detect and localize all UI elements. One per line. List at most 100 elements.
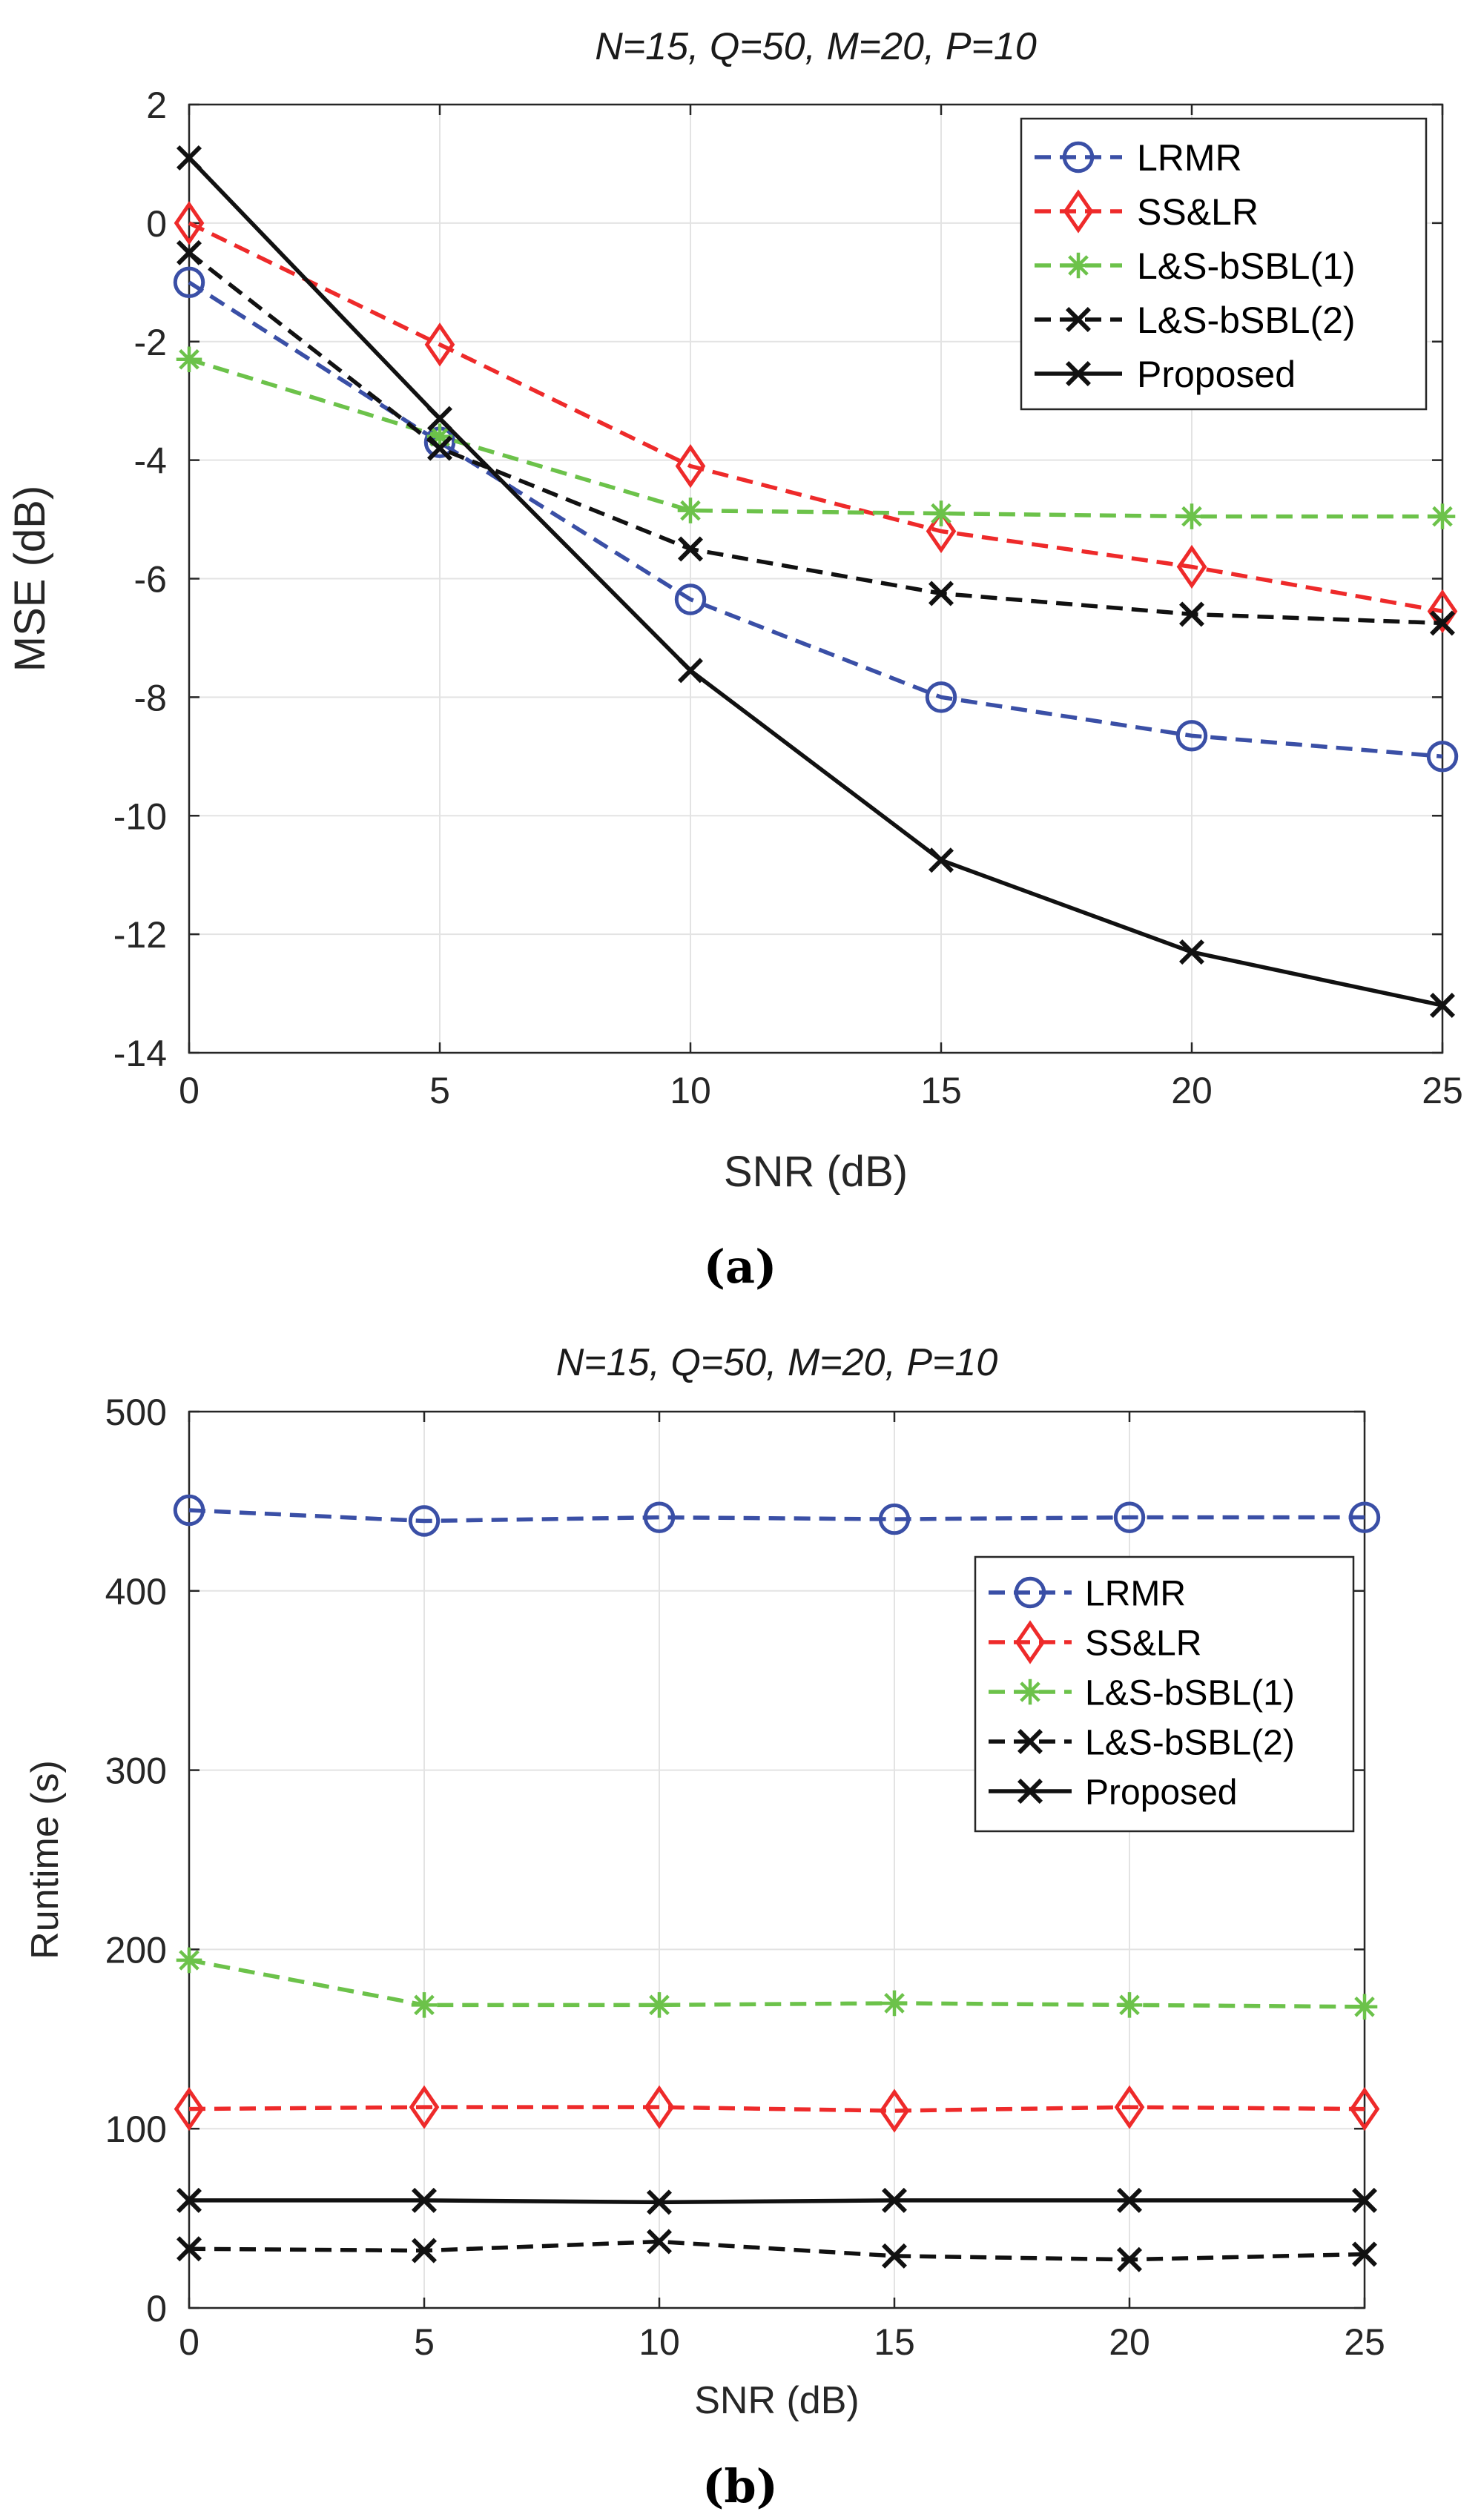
data-point [426, 423, 453, 449]
data-point [1429, 503, 1456, 529]
y-tick-label: 0 [146, 2288, 167, 2329]
tick-marks [188, 103, 1444, 1054]
data-point [409, 2085, 440, 2129]
y-axis-label: Runtime (s) [24, 1760, 67, 1960]
series-ss-lr [174, 2085, 1380, 2133]
legend-entry: L&S-bSBL(1) [1137, 245, 1356, 287]
data-point [928, 500, 954, 526]
x-tick-label: 25 [1422, 1070, 1463, 1111]
data-point [174, 201, 205, 245]
x-tick-label: 15 [874, 2321, 915, 2363]
chart-title: N=15, Q=50, M=20, P=10 [595, 25, 1037, 68]
series-line [188, 357, 1442, 519]
y-tick-label: 500 [105, 1392, 167, 1433]
chart-panel-b: 0 5 10 15 20 25 0 100 200 300 400 500 N=15, Q=50, M=… [24, 1341, 1385, 2513]
data-point [411, 2187, 438, 2213]
series-line [189, 2198, 1365, 2205]
legend-swatch-marker [1062, 141, 1095, 173]
legend-swatch-marker [1014, 1576, 1046, 1609]
data-point [173, 266, 205, 299]
x-tick-label: 15 [920, 1070, 962, 1111]
legend-entry: L&S-bSBL(1) [1085, 1673, 1295, 1713]
legend-swatch-marker [1065, 360, 1092, 387]
data-point [1429, 610, 1456, 636]
series-lrmr [173, 266, 1459, 773]
legend-swatch-marker [1017, 1679, 1043, 1705]
series-proposed [176, 145, 1456, 1019]
plot-area-frame [188, 1410, 1366, 2309]
series-l-s-bsbl-1- [176, 1947, 1378, 2020]
data-point [1175, 720, 1208, 752]
x-axis-label: SNR (dB) [694, 2379, 859, 2422]
data-point [1178, 601, 1205, 627]
data-point [411, 2238, 438, 2263]
data-point [644, 2085, 675, 2129]
data-point [1351, 1994, 1378, 2020]
series-l-s-bsbl-2- [176, 2229, 1378, 2272]
legend-entry: SS&LR [1085, 1624, 1201, 1663]
chart-title: N=15, Q=50, M=20, P=10 [556, 1341, 998, 1384]
data-point [1427, 589, 1458, 634]
data-point [881, 2243, 908, 2269]
y-tick-label: 100 [105, 2109, 167, 2150]
x-tick-label: 20 [1109, 2321, 1150, 2363]
data-point [1116, 2246, 1143, 2272]
data-point [176, 239, 202, 265]
data-point [646, 1992, 673, 2018]
x-tick-label: 5 [414, 2321, 435, 2363]
data-point [176, 346, 202, 373]
data-point [674, 583, 707, 615]
y-tick-label: 200 [105, 1929, 167, 1971]
data-point [176, 1947, 202, 1974]
series-lrmr [173, 1494, 1381, 1537]
data-point [1114, 2085, 1145, 2129]
x-tick-label: 10 [639, 2321, 680, 2363]
data-point [1113, 1501, 1146, 1533]
y-tick-label: 400 [105, 1571, 167, 1613]
data-point [881, 1990, 908, 2017]
y-tick-label: -12 [113, 914, 167, 956]
legend-swatch-marker [1063, 189, 1094, 234]
data-point [646, 2229, 673, 2255]
legend-entry: LRMR [1137, 137, 1242, 179]
series-line [188, 2105, 1365, 2113]
series-ss-lr [174, 201, 1458, 634]
grid-lines [188, 1411, 1365, 2309]
panel-label: (b) [702, 2459, 778, 2513]
y-tick-label: 0 [146, 203, 167, 245]
x-tick-label: 0 [179, 1070, 199, 1111]
legend-entry: Proposed [1085, 1773, 1237, 1812]
y-tick-label: -4 [134, 440, 167, 482]
data-point [1426, 741, 1459, 773]
data-point [1176, 544, 1207, 589]
data-point [677, 658, 704, 684]
data-point [176, 2236, 202, 2262]
data-point [646, 2189, 673, 2215]
data-point [1351, 2187, 1378, 2213]
y-tick-label: -10 [113, 796, 167, 837]
legend-entry: L&S-bSBL(2) [1137, 300, 1356, 341]
legend-swatch-marker [1065, 306, 1092, 333]
series-line [188, 1958, 1365, 2009]
legend-swatch-marker [1065, 252, 1092, 279]
data-point [174, 2086, 205, 2132]
y-tick-label: -6 [134, 559, 167, 601]
legend-entry: Proposed [1137, 354, 1296, 395]
y-tick-label: -2 [134, 322, 167, 363]
y-tick-label: 300 [105, 1750, 167, 1792]
legend-entry: SS&LR [1137, 191, 1259, 233]
data-point [928, 847, 954, 873]
data-point [176, 2187, 202, 2213]
data-point [1349, 2086, 1380, 2132]
panel-label: (a) [704, 1240, 777, 1294]
data-point [408, 1505, 441, 1537]
series-proposed [176, 2187, 1378, 2215]
data-point [1116, 2187, 1143, 2213]
series-l-s-bsbl-1- [176, 346, 1456, 529]
legend: LRMR SS&LR L&S-bSBL(1) L&S-bSBL(2) Proposed [974, 1555, 1355, 1833]
data-point [878, 1503, 911, 1535]
y-axis-label: MSE (dB) [6, 486, 54, 672]
data-point [176, 145, 202, 171]
data-point [1178, 939, 1205, 965]
legend-swatch-marker [1017, 1778, 1043, 1805]
